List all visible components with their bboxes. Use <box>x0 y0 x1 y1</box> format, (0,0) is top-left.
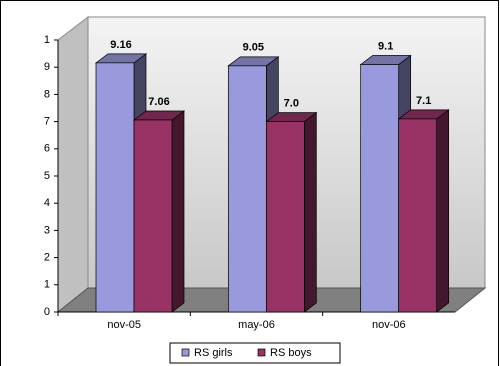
legend-label: RS girls <box>194 347 233 359</box>
y-tick-label: 1 <box>44 34 50 46</box>
y-tick-label: 3 <box>44 224 50 236</box>
y-tick-label: 4 <box>44 197 50 209</box>
y-tick-label: 5 <box>44 170 50 182</box>
value-label: 9.1 <box>378 40 393 52</box>
bar <box>360 64 400 313</box>
bar <box>227 65 267 313</box>
value-label: 7.0 <box>284 98 299 110</box>
bar <box>398 118 438 313</box>
y-tick-label: 2 <box>44 252 50 264</box>
value-label: 9.16 <box>110 39 131 51</box>
y-tick-label: 6 <box>44 143 50 155</box>
bar-side <box>436 109 450 313</box>
y-tick-label: 9 <box>44 61 50 73</box>
side-wall <box>57 15 89 314</box>
value-label: 7.06 <box>148 96 169 108</box>
y-tick-label: 0 <box>44 306 50 318</box>
x-tick-label: nov-06 <box>372 319 406 331</box>
bar-side <box>171 110 185 313</box>
legend-label: RS boys <box>270 347 312 359</box>
value-label: 9.05 <box>243 42 264 54</box>
y-tick-label: 1 <box>44 279 50 291</box>
legend-swatch <box>181 348 190 357</box>
bar <box>95 62 135 313</box>
bar <box>265 121 305 313</box>
legend-swatch <box>257 348 266 357</box>
y-tick-label: 8 <box>44 88 50 100</box>
x-tick-label: nov-05 <box>107 319 141 331</box>
value-label: 7.1 <box>416 95 431 107</box>
bar-side <box>303 111 317 313</box>
bar <box>133 119 173 313</box>
x-tick-label: may-06 <box>238 319 275 331</box>
y-tick-label: 7 <box>44 116 50 128</box>
legend <box>169 342 341 364</box>
